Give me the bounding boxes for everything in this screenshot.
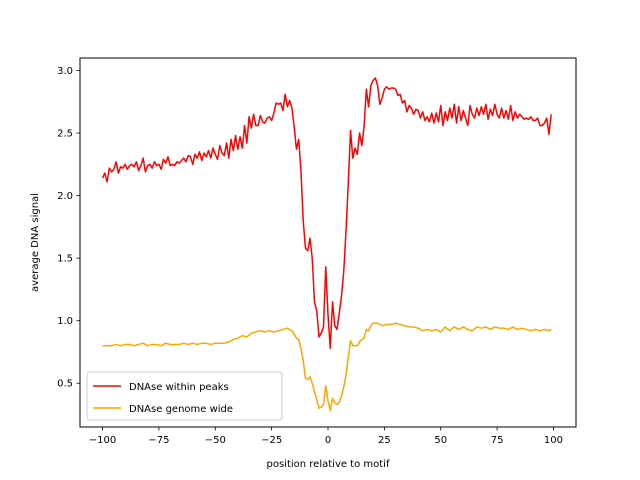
legend-box <box>86 371 283 421</box>
x-tick-label: 50 <box>434 435 447 446</box>
y-axis-label: average DNA signal <box>30 193 41 292</box>
legend: DNAse within peaks DNAse genome wide <box>86 371 283 421</box>
y-tick-label: 0.5 <box>57 379 73 390</box>
series-line-peaks <box>101 77 552 349</box>
y-tick-label: 1.0 <box>57 316 73 327</box>
x-tick-label: −25 <box>261 435 282 446</box>
x-tick-label: −75 <box>148 435 169 446</box>
series-layer <box>101 77 552 412</box>
x-tick-label: 100 <box>544 435 563 446</box>
x-tick-label: −50 <box>205 435 226 446</box>
x-tick-label: −100 <box>89 435 116 446</box>
y-tick-label: 2.5 <box>57 129 73 140</box>
ticks-layer: −100 −75 −50 −25 0 25 50 75 100 0.5 1.0 1.5 2.0 2.5 3.… <box>57 66 563 446</box>
x-tick-label: 75 <box>491 435 504 446</box>
y-tick-label: 2.0 <box>57 191 73 202</box>
series-line-genome-wide <box>102 322 552 412</box>
x-tick-label: 0 <box>325 435 331 446</box>
x-tick-label: 25 <box>378 435 391 446</box>
legend-label-genome-wide: DNAse genome wide <box>129 404 233 415</box>
y-tick-label: 3.0 <box>57 66 73 77</box>
y-tick-label: 1.5 <box>57 254 73 265</box>
x-axis-label: position relative to motif <box>267 459 390 470</box>
legend-label-peaks: DNAse within peaks <box>129 382 229 393</box>
